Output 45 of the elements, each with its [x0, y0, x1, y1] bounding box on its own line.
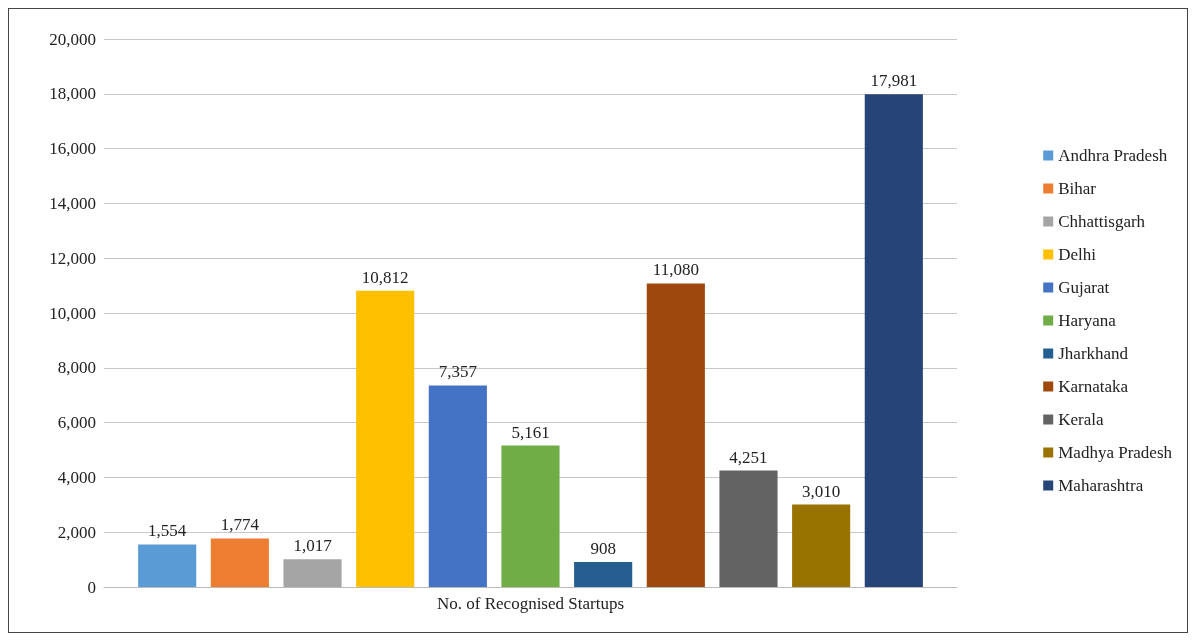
y-tick-label: 10,000 [49, 303, 96, 323]
y-tick-label: 12,000 [49, 248, 96, 268]
bar [574, 562, 633, 587]
data-label: 10,812 [361, 267, 409, 287]
legend-label: Chhattisgarh [1058, 212, 1146, 231]
bar [356, 290, 415, 587]
data-label: 1,774 [220, 515, 260, 535]
bar [428, 385, 487, 587]
legend-label: Gujarat [1058, 278, 1110, 297]
bar [283, 559, 342, 587]
y-tick-label: 6,000 [57, 413, 96, 433]
legend-label: Kerala [1058, 410, 1104, 429]
data-label: 5,161 [511, 422, 550, 442]
bar [792, 504, 851, 587]
legend-label: Madhya Pradesh [1058, 443, 1173, 462]
data-label: 17,981 [870, 71, 918, 91]
data-label: 1,554 [148, 521, 187, 541]
legend-label: Andhra Pradesh [1058, 146, 1168, 165]
y-tick-label: 4,000 [57, 467, 96, 487]
bar [646, 283, 705, 587]
legend-label: Karnataka [1058, 377, 1129, 396]
bar [210, 538, 269, 587]
y-tick-label: 8,000 [57, 358, 96, 378]
data-label: 7,357 [438, 362, 478, 382]
bar [864, 94, 923, 587]
y-tick-label: 2,000 [57, 522, 96, 542]
bar [138, 544, 197, 587]
legend-label: Maharashtra [1058, 476, 1144, 495]
legend-label: Bihar [1058, 179, 1097, 198]
y-tick-label: 14,000 [49, 193, 96, 213]
bar [501, 445, 560, 587]
legend-label: Haryana [1058, 311, 1117, 330]
y-tick-label: 16,000 [49, 139, 96, 159]
data-label: 908 [590, 539, 616, 559]
y-tick-label: 0 [87, 577, 96, 597]
data-label: 4,251 [729, 447, 768, 467]
bar [719, 470, 778, 587]
y-tick-label: 18,000 [49, 84, 96, 104]
x-tick-label: No. of Recognised Startups [437, 594, 624, 613]
y-tick-label: 20,000 [49, 29, 96, 49]
data-label: 3,010 [802, 481, 841, 501]
data-label: 1,017 [293, 536, 333, 556]
legend-label: Jharkhand [1058, 344, 1129, 363]
legend-label: Delhi [1058, 245, 1097, 264]
data-label: 11,080 [652, 260, 699, 280]
